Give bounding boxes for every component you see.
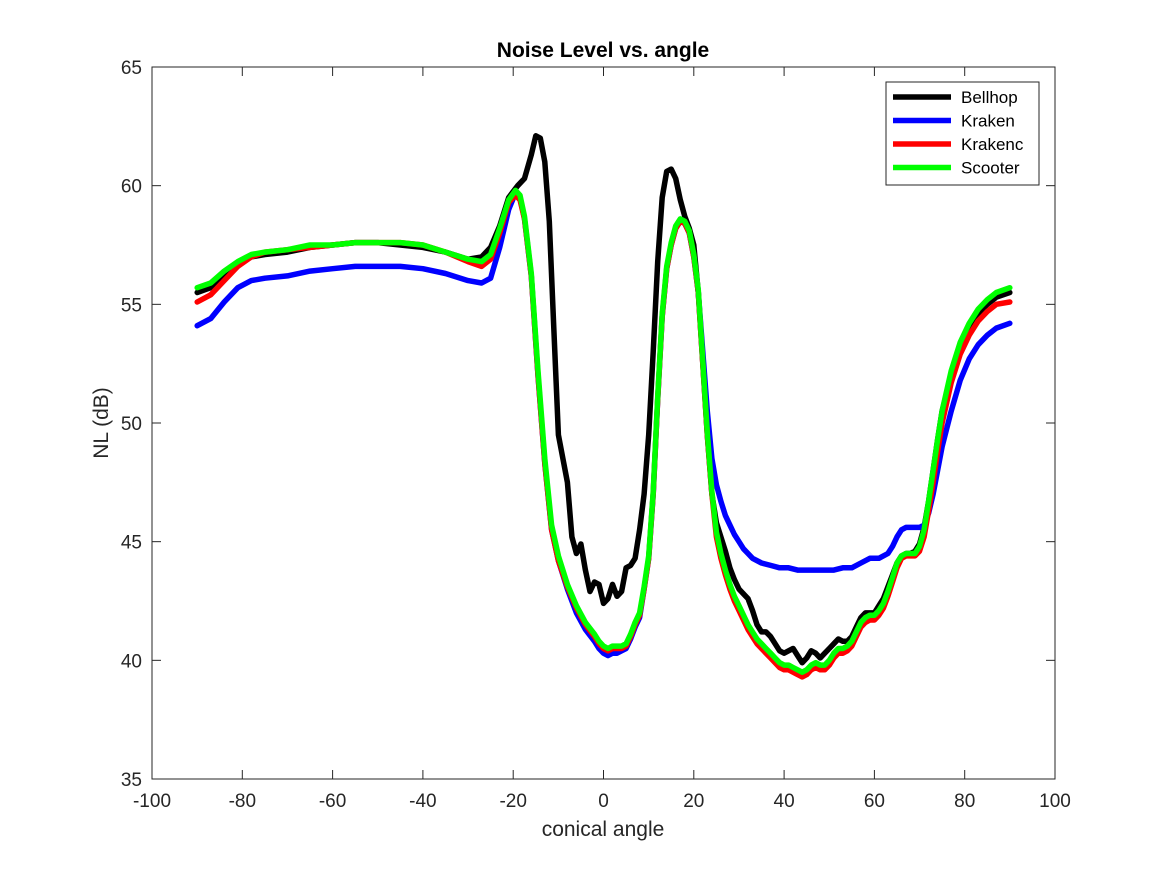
legend-label-krakenc: Krakenc <box>961 135 1024 154</box>
x-tick-label: 40 <box>774 791 795 812</box>
legend-label-scooter: Scooter <box>961 159 1020 178</box>
x-tick-label: 60 <box>864 791 885 812</box>
x-tick-label: -80 <box>229 791 256 812</box>
x-tick-label: -60 <box>319 791 346 812</box>
legend: Bellhop Kraken Krakenc Scooter <box>885 81 1040 186</box>
axis-ticks: -100 -80 -60 -40 -20 0 20 40 60 80 100 35 40 45 50 55 60… <box>121 58 1071 812</box>
series-layer <box>194 133 1013 680</box>
x-axis-label: conical angle <box>542 818 665 841</box>
x-tick-label: -20 <box>499 791 526 812</box>
y-axis-label: NL (dB) <box>90 387 113 459</box>
y-tick-label: 65 <box>121 58 142 79</box>
legend-label-kraken: Kraken <box>961 112 1015 131</box>
x-tick-label: -100 <box>133 791 171 812</box>
x-tick-label: 80 <box>954 791 975 812</box>
y-tick-label: 50 <box>121 414 142 435</box>
y-tick-label: 35 <box>121 770 142 791</box>
y-tick-label: 60 <box>121 177 142 198</box>
x-tick-label: 100 <box>1039 791 1071 812</box>
y-tick-label: 40 <box>121 651 142 672</box>
plot-area <box>151 66 1056 780</box>
legend-label-bellhop: Bellhop <box>961 88 1018 107</box>
x-tick-label: 20 <box>683 791 704 812</box>
x-tick-label: 0 <box>598 791 609 812</box>
chart-title: Noise Level vs. angle <box>497 39 709 62</box>
y-tick-label: 45 <box>121 533 142 554</box>
y-tick-label: 55 <box>121 295 142 316</box>
x-tick-label: -40 <box>409 791 436 812</box>
series-line-scooter <box>194 187 1013 675</box>
